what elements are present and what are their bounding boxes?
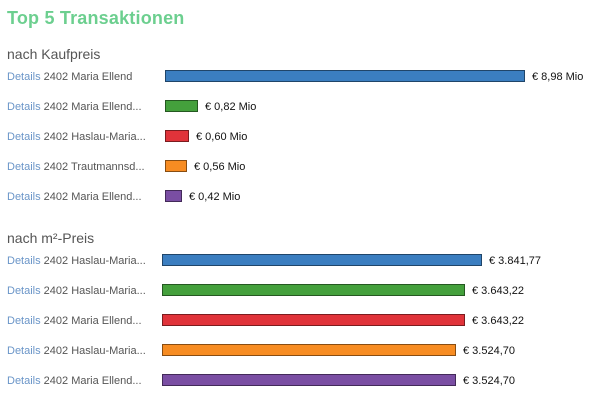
category-label: Details 2402 Maria Ellend... xyxy=(7,190,142,204)
bar xyxy=(165,100,198,112)
category-name: 2402 Maria Ellend... xyxy=(40,101,142,113)
category-name: 2402 Maria Ellend... xyxy=(40,191,142,203)
bar xyxy=(162,374,456,386)
section-title-m2-preis: nach m²-Preis xyxy=(7,230,95,246)
details-link[interactable]: Details xyxy=(7,131,41,143)
category-label: Details 2402 Haslau-Maria... xyxy=(7,344,146,358)
category-name: 2402 Trautmannsd... xyxy=(40,161,145,173)
bar-row: Details 2402 Haslau-Maria... € 3.643,22 xyxy=(7,284,589,304)
bar-row: Details 2402 Maria Ellend... € 0,82 Mio xyxy=(7,100,589,120)
bar xyxy=(162,254,482,266)
section-title-kaufpreis: nach Kaufpreis xyxy=(7,46,101,62)
category-name: 2402 Haslau-Maria... xyxy=(40,131,146,143)
value-label: € 3.524,70 xyxy=(463,345,515,357)
category-name: 2402 Haslau-Maria... xyxy=(40,345,146,357)
value-label: € 0,82 Mio xyxy=(205,101,257,113)
category-label: Details 2402 Maria Ellend... xyxy=(7,100,142,114)
details-link[interactable]: Details xyxy=(7,285,41,297)
bar-row: Details 2402 Trautmannsd... € 0,56 Mio xyxy=(7,160,589,180)
category-label: Details 2402 Haslau-Maria... xyxy=(7,254,146,268)
page-title: Top 5 Transaktionen xyxy=(7,8,185,28)
category-label: Details 2402 Trautmannsd... xyxy=(7,160,145,174)
bar-row: Details 2402 Maria Ellend... € 3.643,22 xyxy=(7,314,589,334)
category-label: Details 2402 Haslau-Maria... xyxy=(7,130,146,144)
category-label: Details 2402 Maria Ellend... xyxy=(7,314,142,328)
bar-row: Details 2402 Maria Ellend... € 0,42 Mio xyxy=(7,190,589,210)
bar xyxy=(165,130,189,142)
value-label: € 8,98 Mio xyxy=(532,71,584,83)
bar-row: Details 2402 Maria Ellend... € 3.524,70 xyxy=(7,374,589,394)
category-label: Details 2402 Haslau-Maria... xyxy=(7,284,146,298)
details-link[interactable]: Details xyxy=(7,345,41,357)
value-label: € 0,42 Mio xyxy=(189,191,241,203)
bar-row: Details 2402 Maria Ellend € 8,98 Mio xyxy=(7,70,589,90)
details-link[interactable]: Details xyxy=(7,101,41,113)
category-name: 2402 Maria Ellend... xyxy=(40,315,142,327)
details-link[interactable]: Details xyxy=(7,161,41,173)
details-link[interactable]: Details xyxy=(7,255,41,267)
bar-row: Details 2402 Haslau-Maria... € 3.524,70 xyxy=(7,344,589,364)
category-name: 2402 Maria Ellend... xyxy=(40,375,142,387)
value-label: € 3.841,77 xyxy=(489,255,541,267)
value-label: € 0,56 Mio xyxy=(194,161,246,173)
bar-row: Details 2402 Haslau-Maria... € 0,60 Mio xyxy=(7,130,589,150)
bar xyxy=(165,160,187,172)
category-name: 2402 Haslau-Maria... xyxy=(40,285,146,297)
category-label: Details 2402 Maria Ellend xyxy=(7,70,132,84)
category-name: 2402 Haslau-Maria... xyxy=(40,255,146,267)
value-label: € 3.643,22 xyxy=(472,315,524,327)
details-link[interactable]: Details xyxy=(7,191,41,203)
category-name: 2402 Maria Ellend xyxy=(40,71,133,83)
value-label: € 3.524,70 xyxy=(463,375,515,387)
bar xyxy=(162,344,456,356)
bar-row: Details 2402 Haslau-Maria... € 3.841,77 xyxy=(7,254,589,274)
bar xyxy=(165,190,182,202)
value-label: € 3.643,22 xyxy=(472,285,524,297)
details-link[interactable]: Details xyxy=(7,315,41,327)
bar xyxy=(162,314,465,326)
value-label: € 0,60 Mio xyxy=(196,131,248,143)
bar xyxy=(165,70,525,82)
details-link[interactable]: Details xyxy=(7,71,41,83)
details-link[interactable]: Details xyxy=(7,375,41,387)
category-label: Details 2402 Maria Ellend... xyxy=(7,374,142,388)
bar xyxy=(162,284,465,296)
